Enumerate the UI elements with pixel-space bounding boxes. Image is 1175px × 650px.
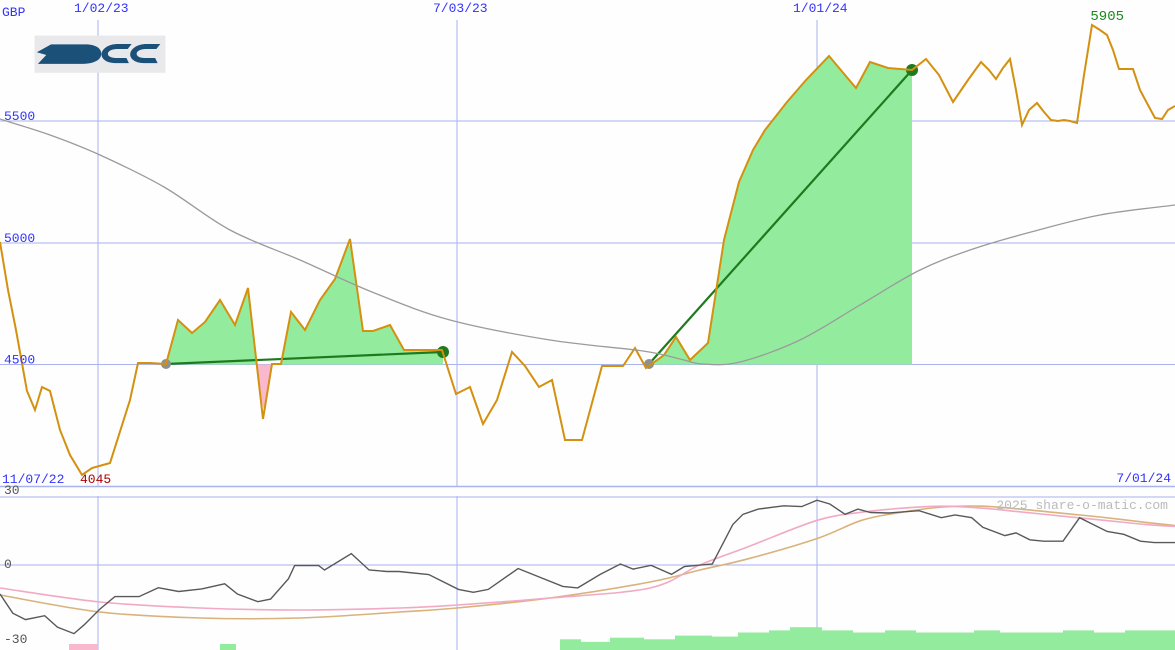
svg-text:2025 share-o-matic.com: 2025 share-o-matic.com <box>996 498 1168 513</box>
svg-text:5000: 5000 <box>4 231 35 246</box>
svg-text:5905: 5905 <box>1090 9 1124 25</box>
svg-text:1/02/23: 1/02/23 <box>74 1 129 16</box>
svg-text:GBP: GBP <box>2 5 26 20</box>
svg-text:5500: 5500 <box>4 109 35 124</box>
svg-text:30: 30 <box>4 483 20 498</box>
svg-text:4045: 4045 <box>80 472 111 487</box>
svg-text:7/03/23: 7/03/23 <box>433 1 488 16</box>
svg-text:-30: -30 <box>4 632 27 647</box>
svg-text:7/01/24: 7/01/24 <box>1116 471 1171 486</box>
svg-text:0: 0 <box>4 557 12 572</box>
svg-text:4500: 4500 <box>4 353 35 368</box>
svg-text:1/01/24: 1/01/24 <box>793 1 848 16</box>
